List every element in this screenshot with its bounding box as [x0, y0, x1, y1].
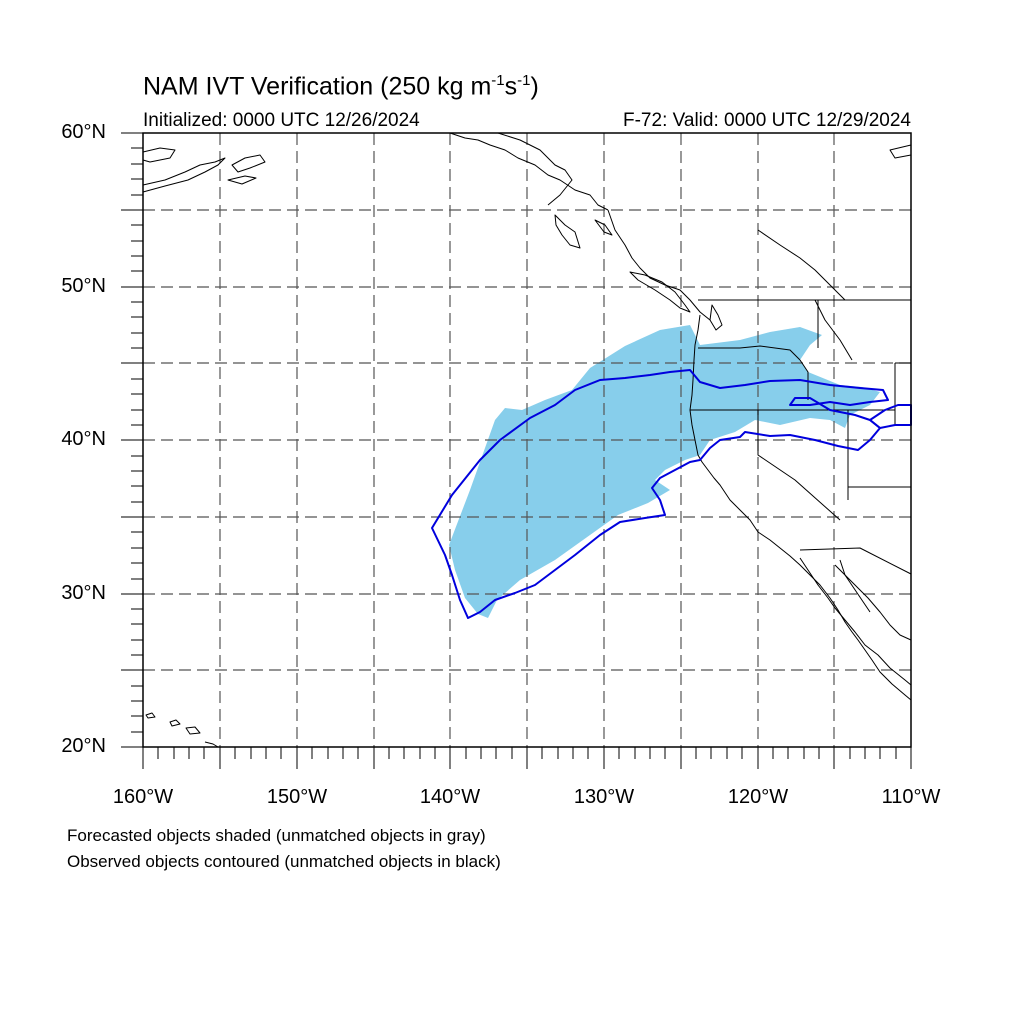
axis-ticks — [121, 132, 912, 769]
forecast-object-shaded — [449, 325, 880, 618]
graticule — [143, 133, 911, 747]
valid-time: F-72: Valid: 0000 UTC 12/29/2024 — [623, 110, 911, 131]
legend-observed-text: Observed objects contoured (unmatched ob… — [67, 852, 501, 871]
lat-label-60n: 60°N — [61, 121, 106, 143]
observed-object-east — [869, 404, 912, 429]
lat-label-30n: 30°N — [61, 582, 106, 604]
lat-label-20n: 20°N — [61, 735, 106, 757]
lon-label-130w: 130°W — [573, 786, 635, 808]
chart-title: NAM IVT Verification (250 kg m-1s-1) — [143, 72, 539, 101]
lon-label-110w: 110°W — [881, 786, 941, 808]
legend-forecast-text: Forecasted objects shaded (unmatched obj… — [67, 826, 486, 845]
lat-label-50n: 50°N — [61, 275, 106, 297]
lon-label-160w: 160°W — [112, 786, 174, 808]
lon-label-140w: 140°W — [419, 786, 481, 808]
lat-label-40n: 40°N — [61, 428, 106, 450]
lon-label-150w: 150°W — [266, 786, 328, 808]
initialized-time: Initialized: 0000 UTC 12/26/2024 — [143, 110, 420, 131]
lon-label-120w: 120°W — [727, 786, 789, 808]
coastlines — [142, 132, 912, 748]
